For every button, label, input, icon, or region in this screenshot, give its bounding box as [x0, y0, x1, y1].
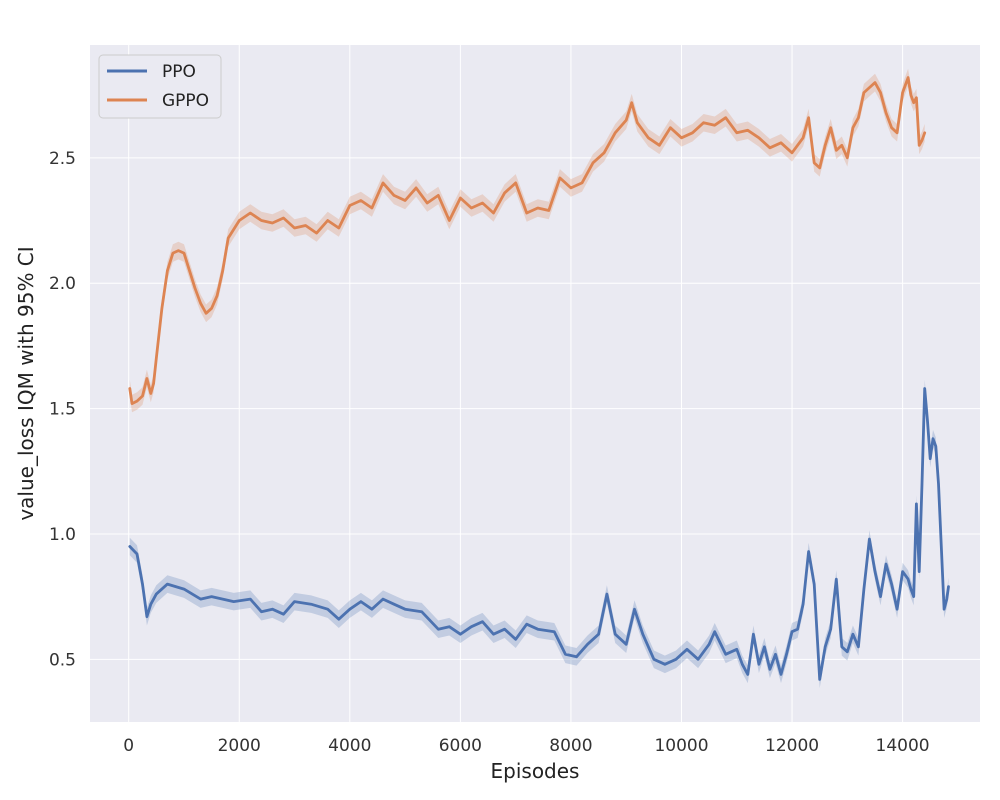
legend: PPO GPPO	[98, 54, 222, 119]
x-tick-label: 2000	[218, 736, 261, 756]
confidence-bands	[129, 68, 949, 689]
gridlines	[90, 45, 980, 722]
x-tick-label: 14000	[876, 736, 930, 756]
ppo-line	[128, 387, 950, 681]
legend-label-gppo: GPPO	[162, 91, 209, 111]
y-tick-label: 2.0	[49, 274, 76, 294]
x-tick-label: 10000	[654, 736, 708, 756]
y-tick-label: 1.5	[49, 400, 76, 420]
x-tick-label: 6000	[439, 736, 482, 756]
y-tick-label: 0.5	[49, 650, 76, 670]
y-axis-label: value_loss IQM with 95% CI	[14, 246, 38, 520]
gppo-line	[128, 76, 927, 406]
x-tick-label: 8000	[549, 736, 592, 756]
y-tick-label: 2.5	[49, 149, 76, 169]
x-tick-label: 4000	[328, 736, 371, 756]
x-tick-label: 12000	[765, 736, 819, 756]
legend-label-ppo: PPO	[162, 62, 196, 82]
x-axis-ticks: 0 2000 4000 6000 8000 10000 12000 14000	[123, 736, 929, 756]
x-axis-label: Episodes	[491, 759, 580, 783]
ppo-confidence-band	[129, 379, 949, 689]
series-lines	[128, 76, 950, 681]
y-axis-ticks: 0.5 1.0 1.5 2.0 2.5	[49, 149, 76, 670]
y-tick-label: 1.0	[49, 525, 76, 545]
x-tick-label: 0	[123, 736, 134, 756]
